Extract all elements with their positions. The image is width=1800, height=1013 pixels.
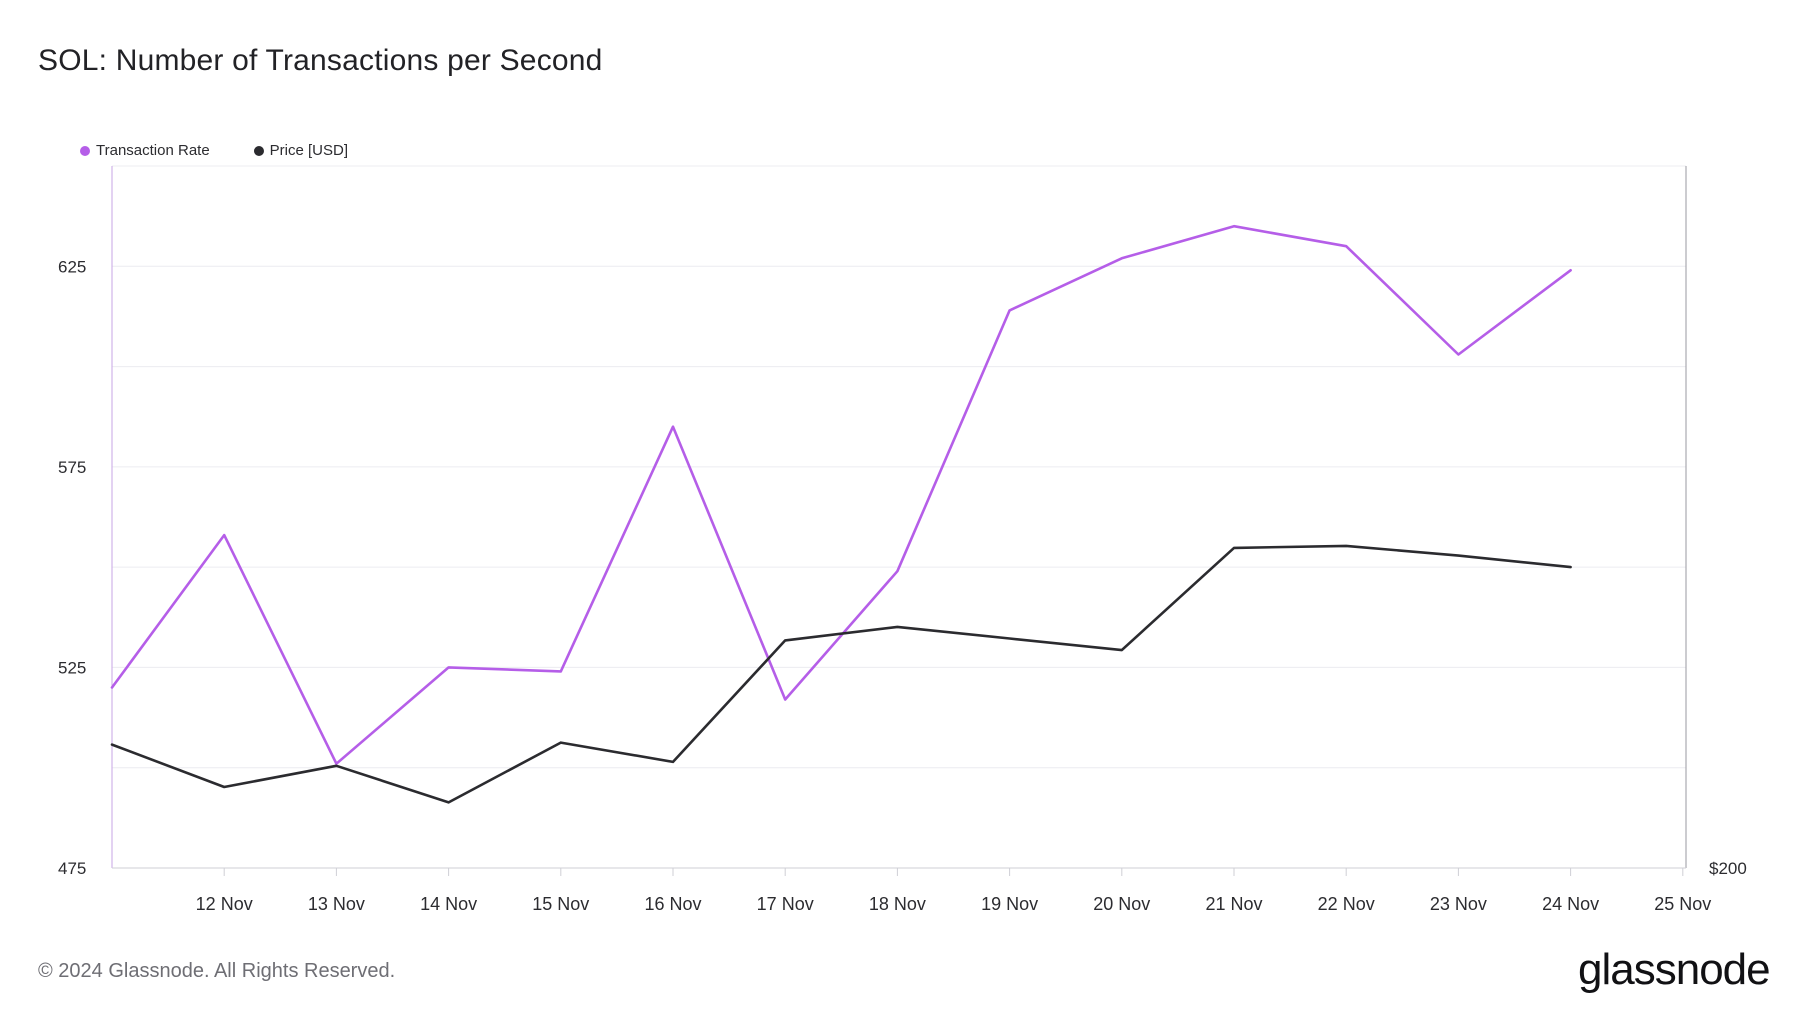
series-line-price [110, 544, 1572, 804]
series-line-transaction-rate [110, 224, 1572, 766]
x-tick-label: 20 Nov [1093, 894, 1150, 914]
x-tick-label: 18 Nov [869, 894, 926, 914]
legend-dot-transaction-rate [80, 145, 90, 156]
x-tick-label: 21 Nov [1205, 894, 1262, 914]
y-right-tick-label: $200 [1709, 859, 1747, 878]
axis-layer [111, 166, 1687, 876]
x-tick-label: 23 Nov [1430, 894, 1487, 914]
grid-layer [112, 165, 1686, 769]
label-layer: 475 525 575 625 $200 12 Nov 13 Nov 14 Nov 15 Nov… [58, 257, 1747, 914]
legend-item-price[interactable]: Price [USD] [253, 142, 349, 159]
x-tick-label: 19 Nov [981, 894, 1038, 914]
chart-title: SOL: Number of Transactions per Second [38, 44, 603, 77]
y-left-tick-label: 475 [58, 859, 86, 878]
copyright-text: © 2024 Glassnode. All Rights Reserved. [38, 960, 396, 982]
y-left-tick-label: 625 [58, 257, 86, 276]
legend-label-price: Price [USD] [269, 142, 349, 159]
x-tick-label: 24 Nov [1542, 894, 1599, 914]
x-tick-label: 17 Nov [757, 894, 814, 914]
x-tick-label: 16 Nov [644, 894, 701, 914]
series-layer [110, 224, 1572, 804]
x-tick-label: 25 Nov [1654, 894, 1711, 914]
x-tick-label: 15 Nov [532, 894, 589, 914]
legend-label-transaction-rate: Transaction Rate [96, 142, 210, 159]
glassnode-logo: glassnode [1578, 945, 1771, 994]
y-left-tick-label: 575 [58, 458, 86, 477]
x-tick-label: 22 Nov [1318, 894, 1375, 914]
chart-legend: Transaction Rate Price [USD] [80, 142, 348, 159]
x-tick-label: 13 Nov [308, 894, 365, 914]
x-tick-label: 12 Nov [196, 894, 253, 914]
x-tick-label: 14 Nov [420, 894, 477, 914]
y-left-tick-label: 525 [58, 658, 86, 677]
legend-dot-price [253, 145, 264, 156]
legend-item-transaction-rate[interactable]: Transaction Rate [80, 142, 210, 159]
